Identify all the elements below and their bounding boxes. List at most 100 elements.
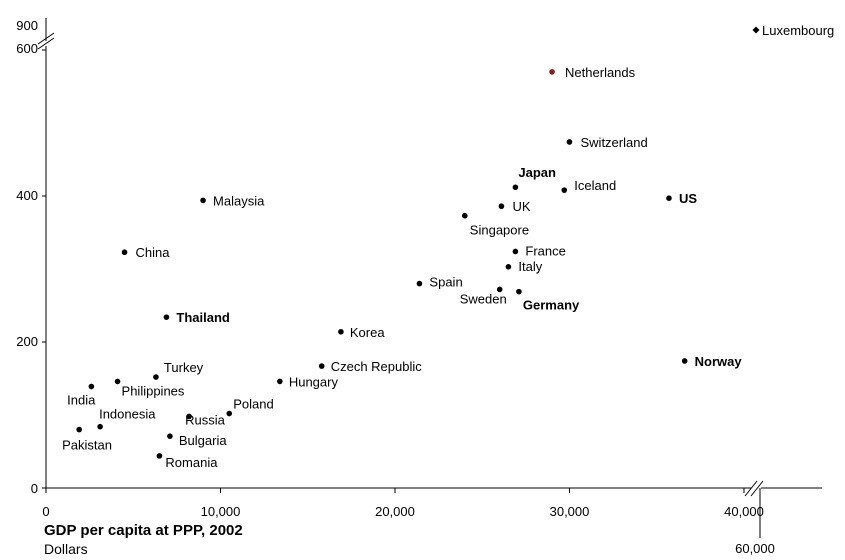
point-label: UK xyxy=(512,199,530,214)
point-label: Germany xyxy=(523,298,580,313)
x-axis-unit: Dollars xyxy=(44,541,88,557)
point-marker xyxy=(318,363,325,369)
x-tick-label: 20,000 xyxy=(375,504,415,519)
data-point: Switzerland xyxy=(566,135,648,150)
point-label: Hungary xyxy=(289,374,339,389)
point-marker xyxy=(156,453,163,459)
point-label: Singapore xyxy=(470,223,529,238)
data-points: Luxembourg Netherlands Switzerland Japan Ice… xyxy=(62,23,834,470)
data-point: Netherlands xyxy=(549,65,636,80)
point-marker xyxy=(97,423,103,430)
point-label: Luxembourg xyxy=(762,23,834,38)
point-marker xyxy=(277,378,283,385)
point-label: Sweden xyxy=(460,291,507,306)
data-point: UK xyxy=(498,199,531,214)
point-marker xyxy=(505,264,512,270)
point-marker xyxy=(121,249,128,256)
x-tick-label: 0 xyxy=(42,504,49,519)
data-point: Norway xyxy=(681,354,743,369)
data-point: France xyxy=(512,243,566,258)
data-point: Singapore xyxy=(462,212,529,238)
data-point: Turkey xyxy=(153,360,204,380)
point-marker xyxy=(76,426,82,433)
point-marker xyxy=(681,358,688,364)
point-marker xyxy=(752,26,760,34)
point-label: Iceland xyxy=(574,178,616,193)
point-marker xyxy=(462,212,468,219)
y-axis-break-mark-1 xyxy=(37,32,55,45)
data-point: US xyxy=(666,191,697,206)
point-label: Japan xyxy=(518,165,556,180)
data-point: Philippines xyxy=(114,378,185,398)
data-point: Sweden xyxy=(460,286,507,306)
point-marker xyxy=(512,248,519,255)
point-label: Switzerland xyxy=(581,135,648,150)
data-point: Hungary xyxy=(277,374,338,389)
data-point: Germany xyxy=(516,288,580,313)
ticks: 0 200 400 600 900 0 10,000 20,000 30,000 40,000 60… xyxy=(16,18,775,556)
point-label: Romania xyxy=(165,455,218,470)
point-label: Korea xyxy=(350,325,385,340)
point-marker xyxy=(416,280,423,287)
point-label: Bulgaria xyxy=(179,433,227,448)
y-tick-label: 400 xyxy=(16,188,38,203)
point-marker xyxy=(338,328,344,335)
data-point: Bulgaria xyxy=(167,433,227,448)
point-label: China xyxy=(136,245,171,260)
point-label: Thailand xyxy=(176,310,230,325)
point-marker xyxy=(666,195,672,201)
point-label: US xyxy=(679,191,697,206)
data-point: Poland xyxy=(226,397,274,417)
point-marker xyxy=(516,288,522,295)
axes xyxy=(37,18,822,538)
data-point: Czech Republic xyxy=(318,359,423,374)
point-marker xyxy=(566,139,573,145)
point-marker xyxy=(200,197,206,204)
data-point: Japan xyxy=(512,165,556,191)
x-tick-label: 30,000 xyxy=(550,504,590,519)
x-axis-title: GDP per capita at PPP, 2002 xyxy=(44,522,243,539)
point-label: Pakistan xyxy=(62,438,112,453)
point-marker xyxy=(186,413,192,420)
point-label: Czech Republic xyxy=(331,359,423,374)
point-label: Turkey xyxy=(164,360,204,375)
point-marker xyxy=(549,69,555,75)
data-point: Spain xyxy=(416,275,463,290)
point-label: Philippines xyxy=(122,383,185,398)
point-marker xyxy=(498,203,505,210)
data-point: Thailand xyxy=(163,310,230,325)
data-point: Malaysia xyxy=(200,193,265,208)
point-label: Poland xyxy=(233,397,273,412)
data-point: Russia xyxy=(185,412,226,427)
point-marker xyxy=(167,433,173,439)
point-marker xyxy=(114,378,121,385)
y-tick-label: 900 xyxy=(16,18,38,33)
data-point: China xyxy=(121,245,171,260)
x-axis-break-mark-2 xyxy=(750,480,764,497)
point-label: India xyxy=(67,393,96,408)
point-label: Russia xyxy=(185,412,226,427)
point-marker xyxy=(496,286,503,293)
point-marker xyxy=(226,410,233,417)
data-point: India xyxy=(67,383,96,408)
data-point: Romania xyxy=(156,453,218,470)
point-marker xyxy=(88,383,95,390)
data-point: Italy xyxy=(505,259,543,274)
point-marker xyxy=(163,314,170,320)
y-tick-label: 200 xyxy=(16,334,38,349)
point-marker xyxy=(561,187,568,193)
point-label: Norway xyxy=(695,354,743,369)
data-point: Pakistan xyxy=(62,426,112,453)
y-tick-label: 600 xyxy=(16,41,38,56)
y-tick-label: 0 xyxy=(31,481,38,496)
data-point: Indonesia xyxy=(97,407,156,430)
data-point: Korea xyxy=(338,325,385,340)
point-label: Malaysia xyxy=(213,193,265,208)
x-tick-label: 60,000 xyxy=(735,541,775,556)
x-tick-label: 10,000 xyxy=(201,504,241,519)
point-label: Italy xyxy=(518,259,542,274)
point-marker xyxy=(153,374,159,380)
data-point: Luxembourg xyxy=(752,23,834,38)
point-label: France xyxy=(525,243,565,258)
